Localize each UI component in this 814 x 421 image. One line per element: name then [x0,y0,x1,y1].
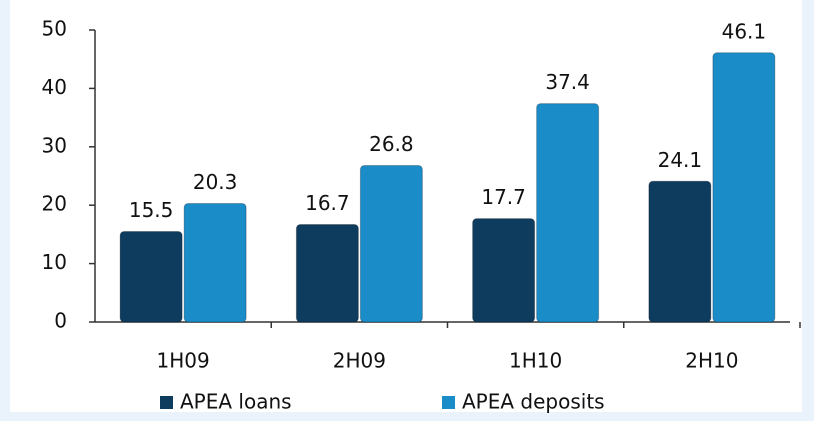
value-label: 16.7 [305,191,350,215]
x-tick-label: 1H09 [157,349,210,373]
bar [183,202,247,323]
legend-swatch [442,396,455,409]
value-label: 37.4 [545,70,590,94]
value-label: 20.3 [193,170,238,194]
bar [536,103,600,323]
x-tick-label: 2H10 [685,349,738,373]
bar [295,223,359,323]
bar [119,230,183,323]
legend-swatch [160,396,173,409]
value-label: 15.5 [129,198,174,222]
bar [648,180,712,323]
value-label: 24.1 [658,148,703,172]
y-tick-label: 40 [42,75,67,99]
bar [359,164,423,323]
legend-label: APEA loans [180,390,292,414]
x-tick-label: 1H10 [509,349,562,373]
bar [472,218,536,323]
value-label: 17.7 [481,185,526,209]
y-tick-label: 30 [42,133,67,157]
y-tick-label: 0 [54,309,67,333]
value-label: 46.1 [722,19,767,43]
bar [712,52,776,323]
y-tick-label: 10 [42,250,67,274]
x-tick-label: 2H09 [333,349,386,373]
value-label: 26.8 [369,132,414,156]
y-tick-label: 20 [42,192,67,216]
y-tick-label: 50 [42,17,67,41]
legend-label: APEA deposits [462,390,605,414]
